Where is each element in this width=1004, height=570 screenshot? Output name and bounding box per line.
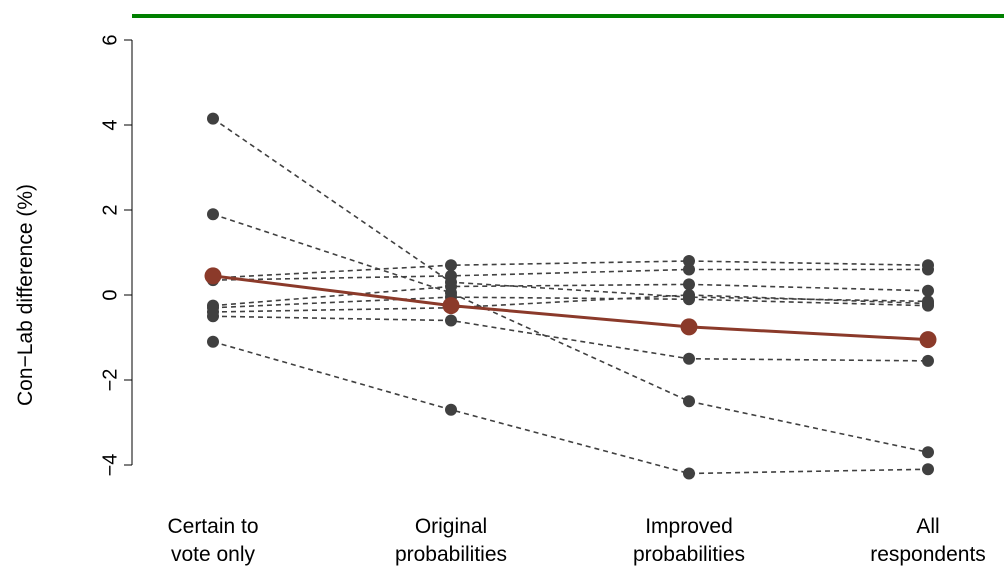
- series-point: [683, 289, 695, 301]
- y-tick-label: 4: [99, 119, 121, 130]
- series-line: [212, 294, 929, 313]
- series-point: [922, 446, 934, 459]
- series-point: [207, 112, 219, 125]
- y-tick-label: −4: [99, 454, 121, 477]
- series-line: [212, 340, 929, 475]
- y-axis: −4 −2 0 2 4 6: [99, 34, 133, 477]
- average-point: [442, 297, 460, 315]
- average-point: [204, 267, 222, 285]
- x-axis-labels: Certain to vote only Original probabilities…: [167, 515, 985, 566]
- y-tick-label: 6: [99, 34, 121, 45]
- series-point: [922, 354, 934, 367]
- series-point: [445, 314, 457, 327]
- series-point: [922, 463, 934, 476]
- series-point: [683, 255, 695, 267]
- series-point: [207, 310, 219, 323]
- series-points: [207, 112, 934, 480]
- series-point: [207, 208, 219, 221]
- y-tick-label: 2: [99, 204, 121, 215]
- series-line: [212, 268, 928, 281]
- x-category-label: Improved probabilities: [633, 515, 745, 566]
- series-point: [922, 297, 934, 310]
- series-lines: [212, 117, 929, 475]
- series-point: [683, 278, 695, 291]
- series-line: [212, 260, 929, 279]
- series-line: [212, 283, 929, 307]
- average-point: [680, 318, 698, 336]
- series-point: [445, 280, 457, 293]
- series-point: [207, 335, 219, 348]
- series-point: [445, 269, 457, 282]
- series-line: [212, 213, 929, 454]
- y-axis-title: Con−Lab difference (%): [14, 184, 37, 406]
- series-point: [445, 403, 457, 416]
- y-tick-label: 0: [99, 289, 121, 300]
- average-point: [919, 331, 937, 349]
- series-point: [683, 467, 695, 480]
- x-category-label: Original probabilities: [395, 515, 507, 566]
- x-category-label: Certain to vote only: [167, 515, 258, 566]
- series-point: [683, 395, 695, 408]
- series-point: [922, 284, 934, 297]
- x-category-label: All respondents: [870, 515, 986, 566]
- series-point: [445, 259, 457, 272]
- average-series: [204, 267, 937, 349]
- average-line: [212, 274, 929, 342]
- series-point: [683, 352, 695, 365]
- y-tick-label: −2: [99, 369, 121, 392]
- series-line: [212, 315, 929, 362]
- series-point: [683, 263, 695, 276]
- series-line: [212, 117, 929, 303]
- series-point: [922, 263, 934, 276]
- series-line: [212, 296, 929, 309]
